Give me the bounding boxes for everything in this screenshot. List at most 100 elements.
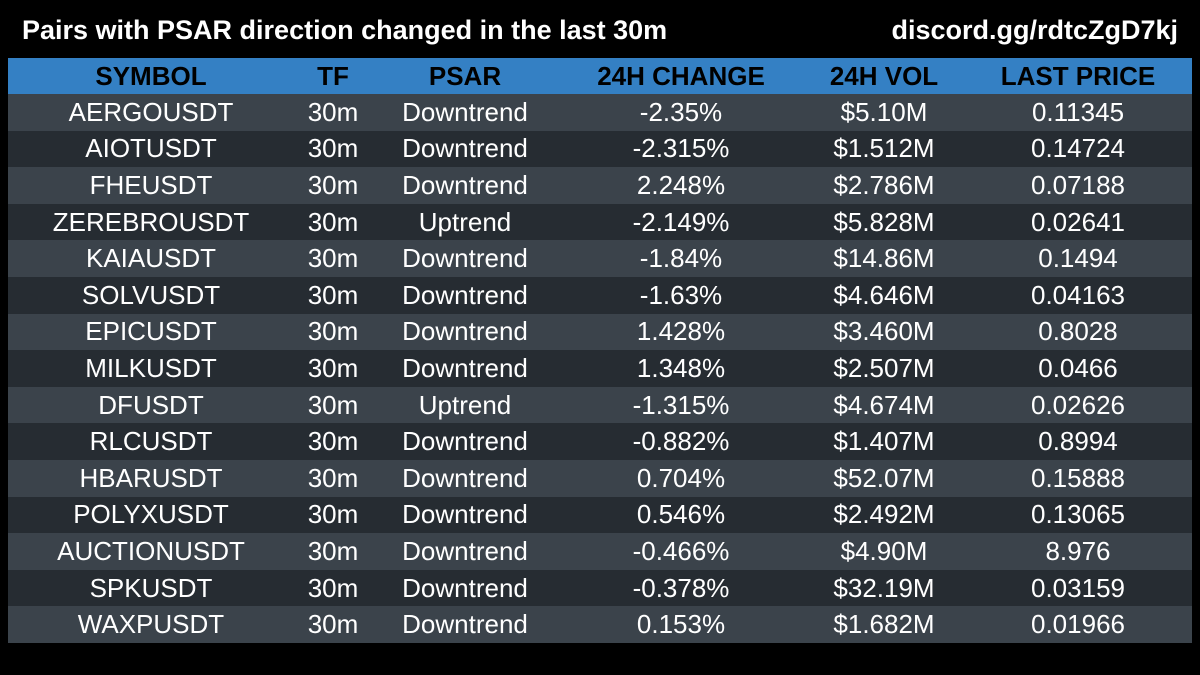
symbol-cell: ZEREBROUSDT: [52, 206, 250, 237]
volume-cell: $32.19M: [833, 572, 935, 603]
table-row[interactable]: DFUSDT 30m Uptrend -1.315% $4.674M 0.02626: [8, 386, 1192, 424]
psar-cell: Downtrend: [402, 462, 528, 493]
symbol-cell: SOLVUSDT: [81, 279, 221, 310]
symbol-cell: DFUSDT: [98, 389, 204, 420]
change-cell: 1.428%: [636, 316, 726, 347]
psar-cell: Downtrend: [402, 535, 528, 566]
table-row[interactable]: AIOTUSDT 30m Downtrend -2.315% $1.512M 0.1472…: [8, 130, 1192, 168]
table-row[interactable]: WAXPUSDT 30m Downtrend 0.153% $1.682M 0.01966: [8, 606, 1192, 643]
change-cell: -1.315%: [632, 389, 730, 420]
price-cell: 0.8994: [1038, 426, 1118, 457]
psar-cell: Uptrend: [418, 389, 512, 420]
price-cell: 0.01966: [1031, 609, 1125, 640]
volume-cell: $2.507M: [833, 352, 935, 383]
symbol-cell: POLYXUSDT: [73, 499, 229, 530]
table-header-row: SYMBOL TF PSAR 24H CHANGE 24H VOL LAST P…: [8, 58, 1192, 94]
tf-cell: 30m: [307, 352, 359, 383]
symbol-cell: RLCUSDT: [89, 426, 213, 457]
psar-cell: Downtrend: [402, 133, 528, 164]
tf-cell: 30m: [307, 535, 359, 566]
psar-cell: Downtrend: [402, 243, 528, 274]
column-header-24h-change[interactable]: 24H CHANGE: [597, 60, 765, 91]
table-row[interactable]: KAIAUSDT 30m Downtrend -1.84% $14.86M 0.1494: [8, 240, 1192, 277]
price-cell: 0.0466: [1038, 352, 1118, 383]
change-cell: 0.704%: [636, 462, 726, 493]
column-header-psar[interactable]: PSAR: [428, 60, 502, 91]
change-cell: -1.84%: [639, 243, 723, 274]
tf-cell: 30m: [307, 206, 359, 237]
change-cell: -1.63%: [639, 279, 723, 310]
table-row[interactable]: RLCUSDT 30m Downtrend -0.882% $1.407M 0.8994: [8, 423, 1192, 460]
psar-cell: Downtrend: [402, 499, 528, 530]
tf-cell: 30m: [307, 96, 359, 127]
psar-cell: Downtrend: [402, 426, 528, 457]
symbol-cell: EPICUSDT: [85, 316, 217, 347]
volume-cell: $4.90M: [840, 535, 928, 566]
price-cell: 0.11345: [1031, 96, 1125, 127]
table-row[interactable]: AUCTIONUSDT 30m Downtrend -0.466% $4.90M 8.97…: [8, 533, 1192, 570]
tf-cell: 30m: [307, 316, 359, 347]
table-row[interactable]: ZEREBROUSDT 30m Uptrend -2.149% $5.828M 0.026…: [8, 203, 1192, 241]
volume-cell: $4.674M: [833, 389, 935, 420]
psar-table: SYMBOL TF PSAR 24H CHANGE 24H VOL LAST P…: [8, 58, 1192, 643]
price-cell: 0.15888: [1031, 462, 1125, 493]
change-cell: -2.35%: [639, 96, 723, 127]
volume-cell: $1.512M: [833, 133, 935, 164]
change-cell: 1.348%: [636, 352, 726, 383]
tf-cell: 30m: [307, 499, 359, 530]
column-header-tf[interactable]: TF: [317, 60, 349, 91]
change-cell: 2.248%: [636, 169, 726, 200]
tf-cell: 30m: [307, 389, 359, 420]
table-row[interactable]: POLYXUSDT 30m Downtrend 0.546% $2.492M 0.1306…: [8, 496, 1192, 534]
psar-cell: Downtrend: [402, 352, 528, 383]
symbol-cell: SPKUSDT: [89, 572, 213, 603]
volume-cell: $4.646M: [833, 279, 935, 310]
table-row[interactable]: MILKUSDT 30m Downtrend 1.348% $2.507M 0.0466: [8, 350, 1192, 387]
psar-cell: Uptrend: [418, 206, 512, 237]
tf-cell: 30m: [307, 609, 359, 640]
table-row[interactable]: HBARUSDT 30m Downtrend 0.704% $52.07M 0.15888: [8, 459, 1192, 497]
psar-cell: Downtrend: [402, 316, 528, 347]
price-cell: 0.8028: [1038, 316, 1118, 347]
symbol-cell: FHEUSDT: [89, 169, 213, 200]
tf-cell: 30m: [307, 426, 359, 457]
tf-cell: 30m: [307, 169, 359, 200]
volume-cell: $5.10M: [840, 96, 928, 127]
table-row[interactable]: SPKUSDT 30m Downtrend -0.378% $32.19M 0.03159: [8, 569, 1192, 607]
symbol-cell: AUCTIONUSDT: [57, 535, 245, 566]
table-row[interactable]: EPICUSDT 30m Downtrend 1.428% $3.460M 0.8028: [8, 313, 1192, 351]
tf-cell: 30m: [307, 243, 359, 274]
column-header-24h-vol[interactable]: 24H VOL: [829, 60, 939, 91]
price-cell: 0.1494: [1038, 243, 1118, 274]
table-row[interactable]: SOLVUSDT 30m Downtrend -1.63% $4.646M 0.04163: [8, 276, 1192, 314]
psar-cell: Downtrend: [402, 609, 528, 640]
price-cell: 0.02626: [1031, 389, 1125, 420]
column-header-symbol[interactable]: SYMBOL: [95, 60, 207, 91]
symbol-cell: AERGOUSDT: [68, 96, 234, 127]
volume-cell: $52.07M: [833, 462, 935, 493]
volume-cell: $5.828M: [833, 206, 935, 237]
page-header: Pairs with PSAR direction changed in the…: [0, 0, 1200, 58]
table-body: AERGOUSDT 30m Downtrend -2.35% $5.10M 0.11345…: [8, 94, 1192, 643]
change-cell: -0.378%: [632, 572, 730, 603]
price-cell: 0.07188: [1031, 169, 1125, 200]
change-cell: -2.315%: [632, 133, 730, 164]
discord-link[interactable]: discord.gg/rdtcZgD7kj: [891, 15, 1178, 45]
change-cell: -0.882%: [632, 426, 730, 457]
volume-cell: $1.407M: [833, 426, 935, 457]
psar-cell: Downtrend: [402, 96, 528, 127]
symbol-cell: MILKUSDT: [85, 352, 217, 383]
price-cell: 0.14724: [1031, 133, 1125, 164]
symbol-cell: KAIAUSDT: [85, 243, 217, 274]
page-title: Pairs with PSAR direction changed in the…: [22, 15, 668, 45]
table-row[interactable]: AERGOUSDT 30m Downtrend -2.35% $5.10M 0.11345: [8, 94, 1192, 131]
symbol-cell: AIOTUSDT: [85, 133, 217, 164]
column-header-last-price[interactable]: LAST PRICE: [1000, 60, 1156, 91]
psar-cell: Downtrend: [402, 572, 528, 603]
volume-cell: $2.492M: [833, 499, 935, 530]
price-cell: 0.02641: [1031, 206, 1125, 237]
symbol-cell: WAXPUSDT: [77, 609, 225, 640]
tf-cell: 30m: [307, 572, 359, 603]
tf-cell: 30m: [307, 462, 359, 493]
table-row[interactable]: FHEUSDT 30m Downtrend 2.248% $2.786M 0.07188: [8, 167, 1192, 204]
